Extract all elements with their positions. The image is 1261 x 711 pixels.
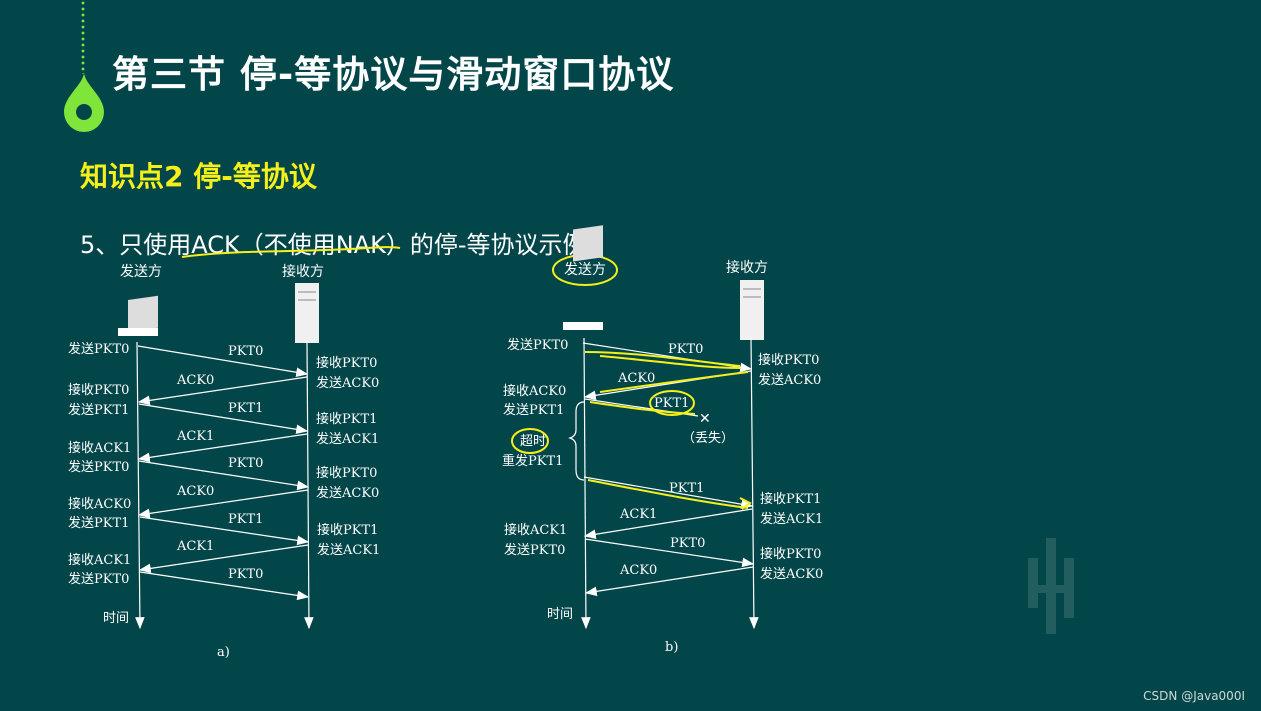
msg-label: PKT1 bbox=[669, 481, 704, 496]
server-icon bbox=[740, 280, 764, 340]
msg-arrow bbox=[137, 489, 309, 519]
receiver-event: 接收PKT0 bbox=[316, 355, 377, 371]
highlight-stroke bbox=[599, 371, 749, 393]
receiver-timeline bbox=[749, 337, 759, 630]
highlight-underline bbox=[181, 246, 401, 258]
receiver-title: 接收方 bbox=[726, 259, 768, 276]
sender-event: 接收PKT0 bbox=[68, 382, 129, 398]
highlight-circle bbox=[649, 390, 695, 416]
receiver-title: 接收方 bbox=[282, 263, 324, 280]
page-title: 第三节 停-等协议与滑动窗口协议 bbox=[112, 53, 675, 96]
msg-arrow bbox=[138, 460, 310, 491]
highlight-circle bbox=[511, 428, 549, 454]
msg-label: ACK1 bbox=[176, 539, 214, 554]
diagram-a: 发送方 接收方 PKT0 ACK0 PKT1 ACK1 PKT0 ACK0 PK… bbox=[68, 263, 380, 660]
msg-label: PKT0 bbox=[228, 344, 263, 359]
lost-x-icon: ✕ bbox=[699, 411, 711, 427]
caption-b: b) bbox=[665, 640, 678, 655]
msg-label: ACK0 bbox=[176, 484, 214, 499]
sender-timeline bbox=[581, 337, 591, 630]
msg-label: PKT0 bbox=[228, 456, 263, 471]
receiver-event: 发送ACK0 bbox=[760, 566, 823, 582]
sender-event: 接收ACK1 bbox=[68, 440, 131, 456]
diagram-b: 发送方 接收方 ✕ PKT0 ACK0 PKT1 PKT1 ACK1 PKT0 … bbox=[502, 225, 823, 655]
point-text: 5、只使用ACK（不使用NAK）的停-等协议示例。 bbox=[80, 231, 611, 259]
receiver-event: 发送ACK0 bbox=[316, 485, 379, 501]
sender-event: 重发PKT1 bbox=[502, 453, 563, 469]
receiver-event: 发送ACK1 bbox=[760, 511, 823, 527]
sender-event: 接收ACK1 bbox=[504, 522, 567, 538]
msg-arrow bbox=[139, 571, 310, 601]
msg-label: PKT0 bbox=[668, 342, 703, 357]
highlight-stroke bbox=[739, 497, 752, 510]
sender-title: 发送方 bbox=[564, 262, 606, 278]
server-icon bbox=[295, 283, 319, 343]
msg-label: ACK0 bbox=[176, 373, 214, 388]
sender-event: 发送PKT0 bbox=[507, 337, 568, 353]
msg-label: ACK1 bbox=[176, 429, 214, 444]
watermark-text: CSDN @Java000I bbox=[1143, 689, 1245, 703]
caption-a: a) bbox=[217, 645, 230, 660]
time-label: 时间 bbox=[103, 611, 129, 626]
receiver-event: 接收PKT0 bbox=[758, 352, 819, 368]
receiver-event: 发送ACK0 bbox=[758, 372, 821, 388]
sender-event: 接收ACK0 bbox=[68, 496, 131, 512]
sender-title: 发送方 bbox=[120, 264, 162, 280]
msg-label: PKT1 bbox=[654, 396, 689, 411]
receiver-event: 发送ACK0 bbox=[316, 375, 379, 391]
msg-arrow bbox=[583, 508, 753, 540]
msg-label: PKT1 bbox=[228, 512, 263, 527]
time-label: 时间 bbox=[547, 607, 573, 622]
watermark-logo-icon bbox=[1028, 538, 1074, 634]
receiver-timeline bbox=[304, 341, 314, 630]
msg-arrow bbox=[584, 538, 755, 568]
receiver-event: 发送ACK1 bbox=[316, 431, 379, 447]
sender-event: 超时 bbox=[520, 434, 546, 449]
msg-arrow bbox=[137, 345, 309, 377]
sender-event: 发送PKT0 bbox=[504, 542, 565, 558]
sender-event: 接收ACK0 bbox=[503, 383, 566, 399]
receiver-event: 接收PKT0 bbox=[760, 546, 821, 562]
lost-label: （丢失） bbox=[682, 431, 734, 446]
decorative-dots bbox=[81, 0, 85, 74]
sender-event: 发送PKT1 bbox=[68, 402, 129, 418]
msg-label: ACK1 bbox=[619, 507, 657, 522]
receiver-event: 接收PKT1 bbox=[317, 522, 378, 538]
msg-label: PKT0 bbox=[670, 536, 705, 551]
msg-label: PKT0 bbox=[228, 567, 263, 582]
msg-arrow bbox=[138, 544, 309, 574]
sender-event: 发送PKT1 bbox=[503, 402, 564, 418]
msg-arrow bbox=[583, 476, 754, 509]
msg-arrow bbox=[137, 376, 308, 406]
msg-label: PKT1 bbox=[228, 401, 263, 416]
msg-label: ACK0 bbox=[619, 563, 657, 578]
msg-arrow bbox=[138, 403, 309, 435]
msg-label: ACK0 bbox=[617, 371, 655, 386]
drop-logo-icon bbox=[64, 72, 104, 132]
highlight-stroke bbox=[587, 479, 749, 509]
receiver-event: 接收PKT1 bbox=[316, 411, 377, 427]
sender-timeline bbox=[135, 341, 145, 630]
timeout-brace bbox=[568, 401, 585, 481]
msg-arrow bbox=[584, 566, 754, 597]
sender-event: 发送PKT0 bbox=[68, 459, 129, 475]
computer-icon bbox=[118, 295, 158, 336]
highlight-stroke bbox=[584, 351, 741, 369]
receiver-event: 接收PKT0 bbox=[316, 465, 377, 481]
sender-event: 发送PKT1 bbox=[68, 515, 129, 531]
receiver-event: 接收PKT1 bbox=[760, 491, 821, 507]
section-subtitle: 知识点2 停-等协议 bbox=[80, 160, 317, 193]
receiver-event: 发送ACK1 bbox=[317, 542, 380, 558]
computer-icon bbox=[563, 225, 603, 330]
msg-arrow bbox=[137, 433, 308, 463]
sender-event: 接收ACK1 bbox=[68, 552, 131, 568]
sender-event: 发送PKT0 bbox=[68, 571, 129, 587]
msg-arrow bbox=[139, 516, 310, 546]
sender-event: 发送PKT0 bbox=[68, 341, 129, 357]
